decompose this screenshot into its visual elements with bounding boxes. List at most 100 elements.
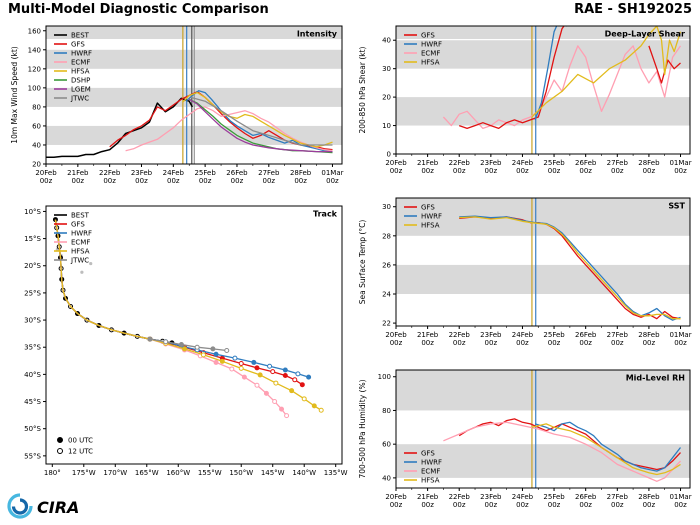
svg-text:700-500 hPa Humidity (%): 700-500 hPa Humidity (%) (358, 379, 367, 478)
intensity-chart: 2040608010012014016020Feb00z21Feb00z22Fe… (10, 25, 344, 185)
svg-text:00z: 00z (294, 177, 307, 185)
svg-text:24Feb: 24Feb (163, 169, 185, 177)
svg-text:HFSA: HFSA (71, 248, 90, 256)
svg-text:12 UTC: 12 UTC (68, 448, 93, 456)
svg-text:00z: 00z (103, 177, 116, 185)
svg-text:00z: 00z (516, 167, 529, 175)
svg-text:155°W: 155°W (198, 469, 222, 477)
svg-text:55°S: 55°S (24, 452, 41, 460)
svg-text:JTWC: JTWC (70, 257, 89, 265)
sst-panel: 22 24 26 28 30 20Feb 00z 21Feb 00z 22Feb 00z 23Feb 0… (356, 192, 696, 362)
svg-text:165°W: 165°W (135, 469, 159, 477)
svg-text:60: 60 (382, 441, 391, 449)
cira-logo-graphic: CIRA (7, 493, 79, 519)
svg-text:30: 30 (382, 203, 391, 211)
svg-text:27Feb: 27Feb (258, 169, 280, 177)
svg-text:00z: 00z (326, 177, 339, 185)
svg-text:28Feb: 28Feb (638, 159, 660, 167)
svg-text:00z: 00z (548, 501, 561, 509)
svg-text:21Feb: 21Feb (417, 331, 439, 339)
svg-text:40°S: 40°S (24, 371, 41, 379)
svg-text:20Feb: 20Feb (385, 493, 407, 501)
mid-level-rh-panel: 40 60 80 100 20Feb 00z 21Feb 00z 22Feb 00z 23Feb 00… (356, 364, 696, 524)
svg-text:120: 120 (28, 65, 41, 73)
svg-text:28Feb: 28Feb (290, 169, 312, 177)
svg-text:145°W: 145°W (261, 469, 285, 477)
svg-text:HFSA: HFSA (71, 68, 90, 76)
svg-text:27Feb: 27Feb (607, 331, 629, 339)
svg-text:BEST: BEST (71, 212, 90, 220)
svg-text:200-850 hPa Shear (kt): 200-850 hPa Shear (kt) (358, 46, 367, 133)
svg-text:25Feb: 25Feb (543, 159, 565, 167)
svg-text:ECMF: ECMF (71, 239, 90, 247)
svg-text:00z: 00z (167, 177, 180, 185)
svg-text:01Mar: 01Mar (669, 159, 691, 167)
svg-text:Track: Track (313, 210, 338, 219)
svg-text:26Feb: 26Feb (575, 159, 597, 167)
svg-text:20Feb: 20Feb (35, 169, 57, 177)
svg-text:100: 100 (28, 84, 41, 92)
svg-text:20°S: 20°S (24, 262, 41, 270)
svg-text:135°W: 135°W (324, 469, 348, 477)
sst-chart: 222426283020Feb00z21Feb00z22Feb00z23Feb0… (358, 197, 692, 347)
svg-text:21Feb: 21Feb (67, 169, 89, 177)
svg-text:HFSA: HFSA (421, 59, 440, 67)
svg-text:ECMF: ECMF (421, 50, 440, 58)
svg-text:50°S: 50°S (24, 425, 41, 433)
svg-text:25°S: 25°S (24, 289, 41, 297)
svg-text:00z: 00z (135, 177, 148, 185)
svg-text:30°S: 30°S (24, 317, 41, 325)
svg-text:01Mar: 01Mar (669, 331, 691, 339)
svg-text:24: 24 (382, 291, 391, 299)
svg-text:23Feb: 23Feb (480, 159, 502, 167)
svg-text:25Feb: 25Feb (194, 169, 216, 177)
svg-text:22Feb: 22Feb (99, 169, 121, 177)
svg-text:10°S: 10°S (24, 208, 41, 216)
page-title: Multi-Model Diagnostic Comparison (8, 2, 269, 17)
svg-text:HWRF: HWRF (71, 50, 92, 58)
svg-text:180°: 180° (44, 469, 61, 477)
svg-text:Intensity: Intensity (297, 30, 338, 39)
svg-text:00z: 00z (421, 339, 434, 347)
svg-text:GFS: GFS (71, 41, 85, 49)
svg-text:HWRF: HWRF (71, 230, 92, 238)
svg-text:ECMF: ECMF (421, 468, 440, 476)
svg-text:100: 100 (378, 373, 391, 381)
svg-text:15°S: 15°S (24, 235, 41, 243)
svg-text:35°S: 35°S (24, 344, 41, 352)
svg-text:GFS: GFS (421, 204, 435, 212)
mid-level-rh-chart: 40608010020Feb00z21Feb00z22Feb00z23Feb00… (358, 369, 692, 509)
svg-text:00z: 00z (453, 167, 466, 175)
svg-text:150°W: 150°W (229, 469, 253, 477)
svg-text:28Feb: 28Feb (638, 493, 660, 501)
svg-text:00z: 00z (548, 167, 561, 175)
svg-text:LGEM: LGEM (71, 86, 91, 94)
svg-text:00z: 00z (643, 339, 656, 347)
svg-text:23Feb: 23Feb (480, 331, 502, 339)
svg-text:00z: 00z (231, 177, 244, 185)
svg-text:00z: 00z (72, 177, 85, 185)
svg-text:10: 10 (382, 122, 391, 130)
svg-text:28: 28 (382, 232, 391, 240)
svg-text:00z: 00z (485, 501, 498, 509)
svg-text:00z: 00z (516, 501, 529, 509)
svg-text:ECMF: ECMF (71, 59, 90, 67)
svg-text:21Feb: 21Feb (417, 493, 439, 501)
svg-text:01Mar: 01Mar (669, 493, 691, 501)
svg-text:140: 140 (28, 46, 41, 54)
svg-text:00z: 00z (390, 339, 403, 347)
svg-text:0: 0 (387, 151, 391, 159)
svg-text:10m Max Wind Speed (kt): 10m Max Wind Speed (kt) (10, 46, 19, 143)
svg-text:26Feb: 26Feb (575, 493, 597, 501)
svg-text:00z: 00z (262, 177, 275, 185)
svg-text:21Feb: 21Feb (417, 159, 439, 167)
svg-text:Mid-Level RH: Mid-Level RH (626, 374, 685, 383)
svg-text:00z: 00z (674, 501, 687, 509)
svg-text:GFS: GFS (421, 450, 435, 458)
track-chart: 10°S 15°S 20°S 25°S 30°S 35°S 40°S 45°S 50°S 55°S… (24, 205, 348, 477)
svg-text:40: 40 (382, 474, 391, 482)
track-panel: 10°S 15°S 20°S 25°S 30°S 35°S 40°S 45°S 50°S 55°S… (8, 200, 348, 498)
svg-text:26Feb: 26Feb (226, 169, 248, 177)
svg-text:80: 80 (382, 407, 391, 415)
svg-text:26: 26 (382, 261, 391, 269)
